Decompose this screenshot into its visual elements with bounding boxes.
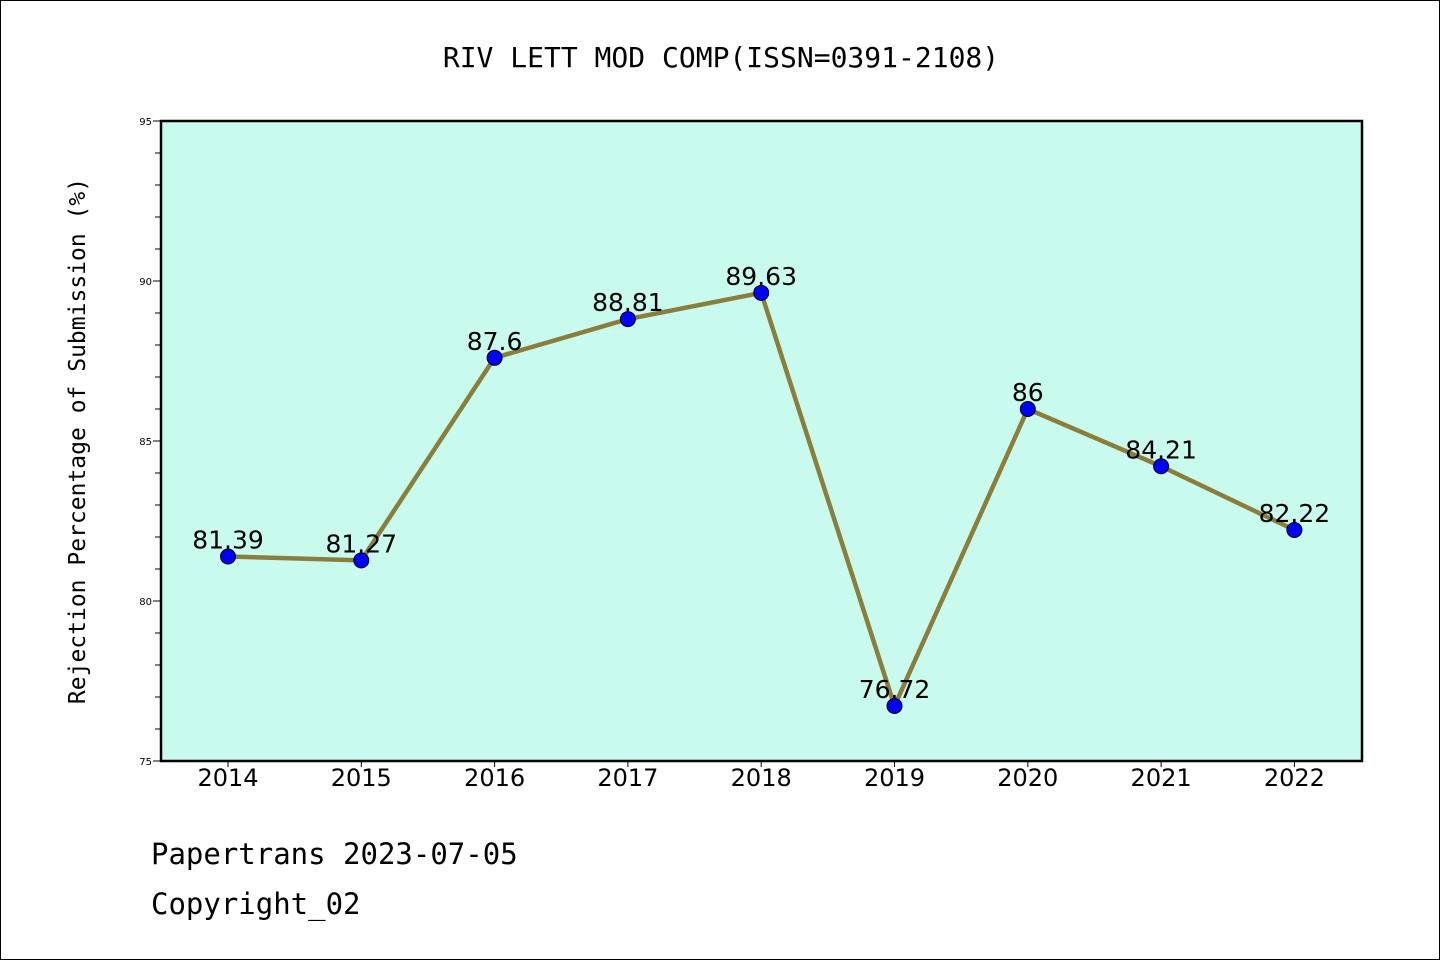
chart-marks: 75 80 85 90 95 2014 2015 2016 2017 2018 2019 2020 20…: [139, 117, 1330, 792]
data-label: 89.63: [725, 262, 797, 291]
data-label: 82.22: [1259, 499, 1331, 528]
footer-copyright: Copyright_02: [151, 887, 361, 921]
data-point: [220, 548, 236, 565]
y-tick-label: 85: [139, 437, 152, 448]
x-tick-label: 2020: [997, 764, 1058, 792]
x-tick-label: 2017: [597, 764, 658, 792]
data-label: 86: [1012, 378, 1044, 407]
plot-border: [159, 119, 1364, 763]
data-point: [1153, 458, 1170, 475]
data-label: 87.6: [467, 327, 523, 356]
x-tick-label: 2016: [464, 764, 525, 792]
chart-title: RIV LETT MOD COMP(ISSN=0391-2108): [443, 41, 999, 74]
x-tick-label: 2022: [1264, 764, 1325, 792]
y-tick-label: 80: [139, 597, 152, 608]
data-label: 84.21: [1125, 435, 1197, 464]
data-label: 81.39: [192, 526, 264, 555]
x-tick-label: 2015: [331, 764, 392, 792]
y-tick-label: 75: [139, 757, 152, 768]
x-tick-label: 2014: [197, 764, 258, 792]
data-point: [753, 284, 770, 301]
data-label: 76.72: [859, 675, 931, 704]
data-label: 81.27: [326, 529, 398, 558]
data-point: [1286, 521, 1303, 538]
data-point: [1019, 401, 1036, 417]
x-tick-label: 2018: [731, 764, 792, 792]
x-tick-label: 2021: [1131, 764, 1192, 792]
plot-area: [161, 121, 1362, 761]
data-point: [619, 311, 636, 328]
y-tick-label: 90: [139, 277, 152, 288]
data-point: [886, 697, 903, 714]
x-tick-label: 2019: [864, 764, 925, 792]
y-axis-label: Rejection Percentage of Submission (%): [65, 178, 91, 704]
footer-date-line: Papertrans 2023-07-05: [151, 837, 518, 871]
data-point: [353, 552, 370, 569]
data-point: [486, 349, 503, 366]
y-tick-label: 95: [139, 117, 152, 128]
data-label: 88.81: [592, 288, 664, 317]
